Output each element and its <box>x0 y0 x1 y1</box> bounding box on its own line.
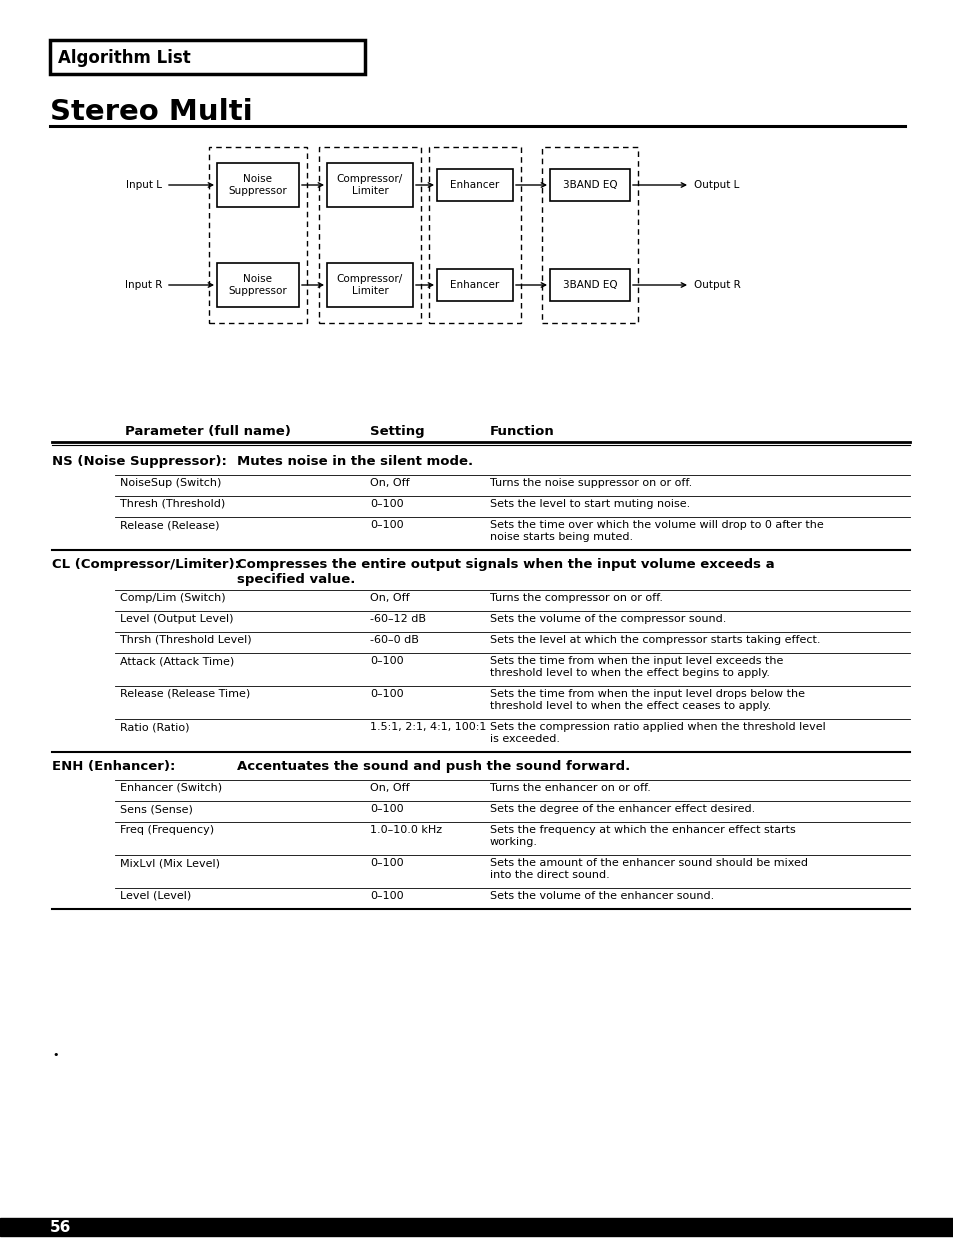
Text: Sets the time from when the input level drops below the
threshold level to when : Sets the time from when the input level … <box>490 689 804 711</box>
Text: Sets the frequency at which the enhancer effect starts
working.: Sets the frequency at which the enhancer… <box>490 825 795 846</box>
Text: Sets the degree of the enhancer effect desired.: Sets the degree of the enhancer effect d… <box>490 804 755 814</box>
Bar <box>429 146 520 323</box>
Text: Turns the compressor on or off.: Turns the compressor on or off. <box>490 593 662 603</box>
Text: Turns the enhancer on or off.: Turns the enhancer on or off. <box>490 783 650 793</box>
Bar <box>209 146 307 323</box>
Text: Sets the amount of the enhancer sound should be mixed
into the direct sound.: Sets the amount of the enhancer sound sh… <box>490 858 807 880</box>
Text: Compressor/
Limiter: Compressor/ Limiter <box>336 274 403 295</box>
Text: 0–100: 0–100 <box>370 689 403 699</box>
Text: Release (Release): Release (Release) <box>120 520 219 530</box>
Text: Setting: Setting <box>370 424 424 438</box>
Text: Output R: Output R <box>693 280 740 290</box>
Text: Mutes noise in the silent mode.: Mutes noise in the silent mode. <box>236 455 473 468</box>
Text: Sets the volume of the compressor sound.: Sets the volume of the compressor sound. <box>490 614 725 624</box>
Text: Attack (Attack Time): Attack (Attack Time) <box>120 656 234 666</box>
Text: MixLvl (Mix Level): MixLvl (Mix Level) <box>120 858 220 867</box>
Bar <box>436 269 513 302</box>
Text: Level (Output Level): Level (Output Level) <box>120 614 233 624</box>
Bar <box>216 163 298 207</box>
Text: On, Off: On, Off <box>370 478 409 488</box>
Bar <box>50 40 365 74</box>
Text: Level (Level): Level (Level) <box>120 891 191 901</box>
Text: -60–12 dB: -60–12 dB <box>370 614 426 624</box>
Text: Comp/Lim (Switch): Comp/Lim (Switch) <box>120 593 226 603</box>
Text: 3BAND EQ: 3BAND EQ <box>562 280 617 290</box>
Text: On, Off: On, Off <box>370 783 409 793</box>
Text: Ratio (Ratio): Ratio (Ratio) <box>120 722 190 732</box>
Text: Sets the time from when the input level exceeds the
threshold level to when the : Sets the time from when the input level … <box>490 656 782 678</box>
Text: 0–100: 0–100 <box>370 520 403 530</box>
Text: Enhancer: Enhancer <box>450 280 499 290</box>
Text: Sets the volume of the enhancer sound.: Sets the volume of the enhancer sound. <box>490 891 714 901</box>
Text: ENH (Enhancer):: ENH (Enhancer): <box>52 759 175 773</box>
Text: NoiseSup (Switch): NoiseSup (Switch) <box>120 478 221 488</box>
Bar <box>541 146 638 323</box>
Text: Noise
Suppressor: Noise Suppressor <box>229 274 287 295</box>
Text: Enhancer: Enhancer <box>450 180 499 190</box>
Bar <box>327 263 413 307</box>
Bar <box>436 169 513 201</box>
Text: Release (Release Time): Release (Release Time) <box>120 689 250 699</box>
Text: NS (Noise Suppressor):: NS (Noise Suppressor): <box>52 455 227 468</box>
Text: Compresses the entire output signals when the input volume exceeds a
specified v: Compresses the entire output signals whe… <box>236 558 774 586</box>
Text: Parameter (full name): Parameter (full name) <box>125 424 291 438</box>
Text: Function: Function <box>490 424 554 438</box>
Text: Input L: Input L <box>126 180 162 190</box>
Text: 0–100: 0–100 <box>370 804 403 814</box>
Text: Turns the noise suppressor on or off.: Turns the noise suppressor on or off. <box>490 478 692 488</box>
Text: Thresh (Threshold): Thresh (Threshold) <box>120 499 225 509</box>
Bar <box>318 146 420 323</box>
Text: Sets the time over which the volume will drop to 0 after the
noise starts being : Sets the time over which the volume will… <box>490 520 822 541</box>
Text: Thrsh (Threshold Level): Thrsh (Threshold Level) <box>120 635 252 645</box>
Text: 0–100: 0–100 <box>370 656 403 666</box>
Text: CL (Compressor/Limiter):: CL (Compressor/Limiter): <box>52 558 240 571</box>
Text: 0–100: 0–100 <box>370 891 403 901</box>
Bar <box>550 169 629 201</box>
Text: On, Off: On, Off <box>370 593 409 603</box>
Text: 1.5:1, 2:1, 4:1, 100:1: 1.5:1, 2:1, 4:1, 100:1 <box>370 722 486 732</box>
Bar <box>0 1217 953 1236</box>
Text: Freq (Frequency): Freq (Frequency) <box>120 825 213 835</box>
Text: Sens (Sense): Sens (Sense) <box>120 804 193 814</box>
Text: •: • <box>52 1050 58 1060</box>
Text: Accentuates the sound and push the sound forward.: Accentuates the sound and push the sound… <box>236 759 630 773</box>
Text: Sets the level at which the compressor starts taking effect.: Sets the level at which the compressor s… <box>490 635 820 645</box>
Bar <box>327 163 413 207</box>
Text: Noise
Suppressor: Noise Suppressor <box>229 174 287 196</box>
Text: Enhancer (Switch): Enhancer (Switch) <box>120 783 222 793</box>
Text: 1.0–10.0 kHz: 1.0–10.0 kHz <box>370 825 441 835</box>
Text: Sets the level to start muting noise.: Sets the level to start muting noise. <box>490 499 690 509</box>
Text: Output L: Output L <box>693 180 739 190</box>
Text: Input R: Input R <box>125 280 162 290</box>
Text: 3BAND EQ: 3BAND EQ <box>562 180 617 190</box>
Text: 0–100: 0–100 <box>370 858 403 867</box>
Bar <box>216 263 298 307</box>
Text: Sets the compression ratio applied when the threshold level
is exceeded.: Sets the compression ratio applied when … <box>490 722 825 743</box>
Text: Compressor/
Limiter: Compressor/ Limiter <box>336 174 403 196</box>
Text: Algorithm List: Algorithm List <box>58 48 191 67</box>
Text: -60–0 dB: -60–0 dB <box>370 635 418 645</box>
Text: Stereo Multi: Stereo Multi <box>50 98 253 127</box>
Text: 0–100: 0–100 <box>370 499 403 509</box>
Text: 56: 56 <box>50 1220 71 1235</box>
Bar <box>550 269 629 302</box>
